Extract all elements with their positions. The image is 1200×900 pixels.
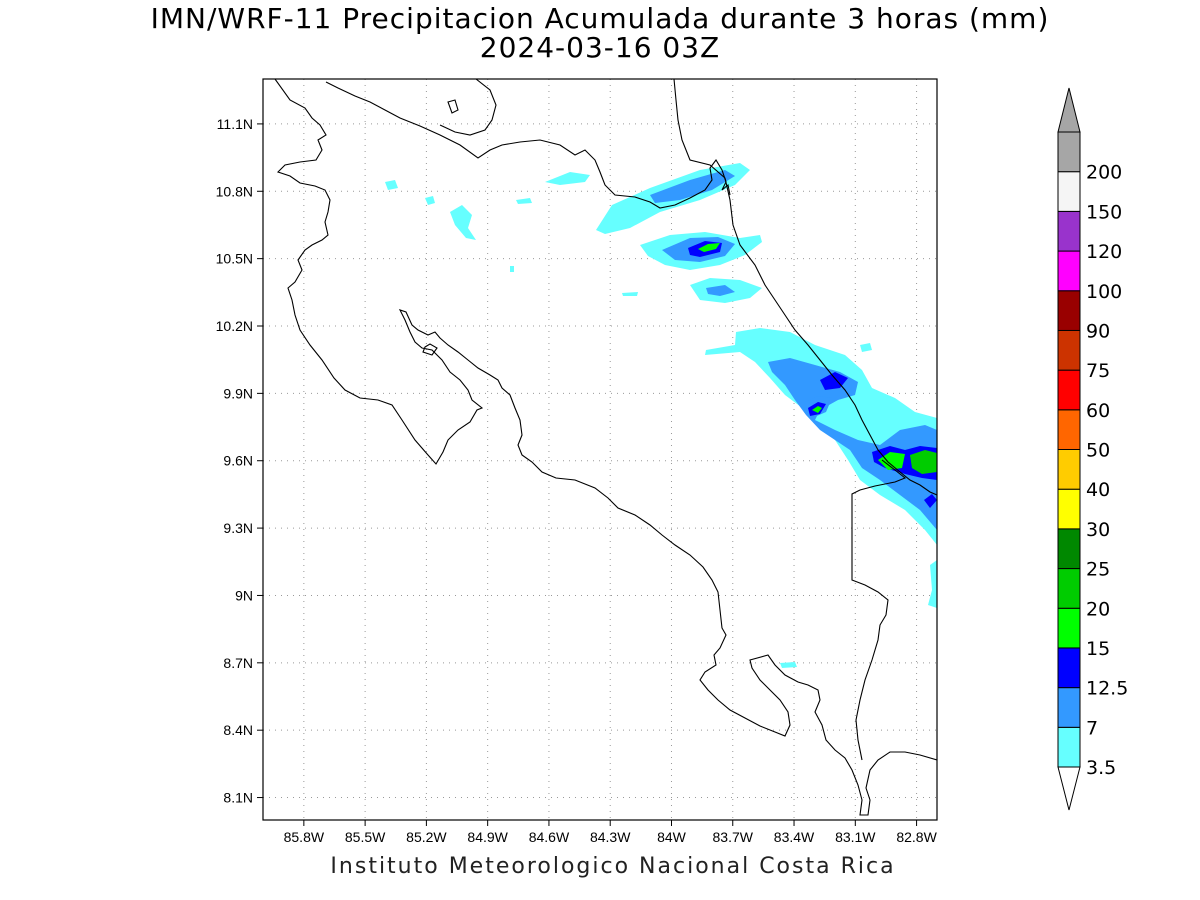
colorbar-label: 60: [1086, 400, 1110, 422]
colorbar-label: 150: [1086, 201, 1122, 223]
lon-tick-label: 85.5W: [345, 829, 386, 845]
lon-tick-label: 83.1W: [835, 829, 876, 845]
colorbar-label: 12.5: [1086, 678, 1128, 700]
lon-tick-label: 85.8W: [284, 829, 325, 845]
lat-tick-label: 9.6N: [223, 453, 253, 469]
precip-area-3.5: [510, 266, 514, 272]
colorbar-segment: [1057, 687, 1081, 728]
coastline-borders: [274, 79, 937, 816]
colorbar-segment: [1057, 488, 1081, 530]
colorbar-segment: [1057, 290, 1081, 331]
colorbar-label: 3.5: [1086, 757, 1116, 779]
colorbar-label: 15: [1086, 638, 1110, 660]
colorbar-label: 200: [1086, 162, 1122, 184]
colorbar-segment: [1057, 171, 1081, 212]
lon-tick-label: 84.3W: [590, 829, 631, 845]
precip-area-3.5: [860, 343, 872, 352]
colorbar-segment: [1057, 131, 1081, 173]
lat-tick-label: 9.3N: [223, 520, 253, 536]
precip-area-15: [878, 452, 905, 470]
colorbar-segment: [1057, 726, 1081, 768]
precip-area-20: [910, 450, 937, 474]
colorbar-segment: [1057, 647, 1081, 689]
precip-area-15: [812, 406, 822, 413]
colorbar-legend: 3.5 7 12.5 15 20 25 30 40 50 60 75 90 100 120 150 200: [1057, 87, 1128, 811]
colorbar-label: 30: [1086, 519, 1110, 541]
colorbar-label: 75: [1086, 360, 1110, 382]
lat-tick-label: 8.7N: [223, 655, 253, 671]
colorbar-label: 40: [1086, 479, 1110, 501]
colorbar-segment: [1057, 409, 1081, 450]
lon-tick-label: 82.8W: [896, 829, 937, 845]
colorbar-label: 90: [1086, 320, 1110, 342]
map-frame: [262, 78, 938, 821]
colorbar-segment: [1057, 607, 1081, 649]
precip-area-3.5: [385, 180, 398, 190]
colorbar-segment: [1057, 449, 1081, 490]
precip-area-3.5: [450, 205, 476, 240]
colorbar-over-triangle: [1057, 87, 1081, 133]
lat-tick-label: 10.5N: [216, 251, 253, 267]
precip-area-3.5: [425, 196, 435, 205]
lat-tick-label: 9.9N: [223, 385, 253, 401]
colorbar-segment: [1057, 528, 1081, 570]
lat-tick-label: 10.8N: [216, 183, 253, 199]
colorbar-label: 50: [1086, 440, 1110, 462]
colorbar-segment: [1057, 210, 1081, 252]
colorbar-segment: [1057, 250, 1081, 292]
precip-area-3.5: [545, 172, 590, 185]
precip-area-15: [698, 243, 720, 252]
lat-tick-label: 9N: [235, 587, 253, 603]
map-subtitle-date: 2024-03-16 03Z: [479, 31, 721, 64]
precip-area-12.5: [924, 494, 937, 508]
colorbar-label: 20: [1086, 598, 1110, 620]
precip-area-3.5: [622, 292, 638, 296]
precipitation-field: [385, 163, 937, 668]
precip-area-3.5: [516, 198, 532, 204]
colorbar-label: 120: [1086, 241, 1122, 263]
lon-tick-label: 84.9W: [467, 829, 508, 845]
precip-area-3.5: [705, 328, 937, 545]
colorbar-segment: [1057, 329, 1081, 371]
lon-tick-label: 84W: [657, 829, 687, 845]
footer-credit: Instituto Meteorologico Nacional Costa R…: [330, 854, 896, 879]
lon-tick-label: 85.2W: [406, 829, 447, 845]
colorbar-segment: [1057, 369, 1081, 411]
lat-tick-label: 8.1N: [223, 790, 253, 806]
precip-area-3.5: [780, 662, 797, 668]
lat-tick-label: 10.2N: [216, 318, 253, 334]
colorbar-label: 7: [1086, 717, 1098, 739]
lon-tick-label: 83.4W: [774, 829, 815, 845]
map-title: IMN/WRF-11 Precipitacion Acumulada duran…: [150, 2, 1050, 35]
longitude-axis: 85.8W 85.5W 85.2W 84.9W 84.6W 84.3W 84W 83.7W 83…: [284, 820, 938, 845]
colorbar-under-triangle: [1057, 766, 1081, 811]
lat-tick-label: 11.1N: [217, 116, 253, 132]
precip-area-7: [650, 170, 735, 203]
colorbar-label: 25: [1086, 559, 1110, 581]
latitude-axis: 11.1N 10.8N 10.5N 10.2N 9.9N 9.6N 9.3N 9N 8.7N 8.…: [216, 116, 263, 806]
colorbar-label: 100: [1086, 281, 1122, 303]
map-gridlines: [263, 79, 937, 820]
lon-tick-label: 83.7W: [713, 829, 754, 845]
precip-area-7: [706, 285, 735, 296]
precip-area-3.5: [928, 560, 937, 608]
lon-tick-label: 84.6W: [529, 829, 570, 845]
colorbar-segment: [1057, 568, 1081, 609]
lat-tick-label: 8.4N: [223, 722, 253, 738]
